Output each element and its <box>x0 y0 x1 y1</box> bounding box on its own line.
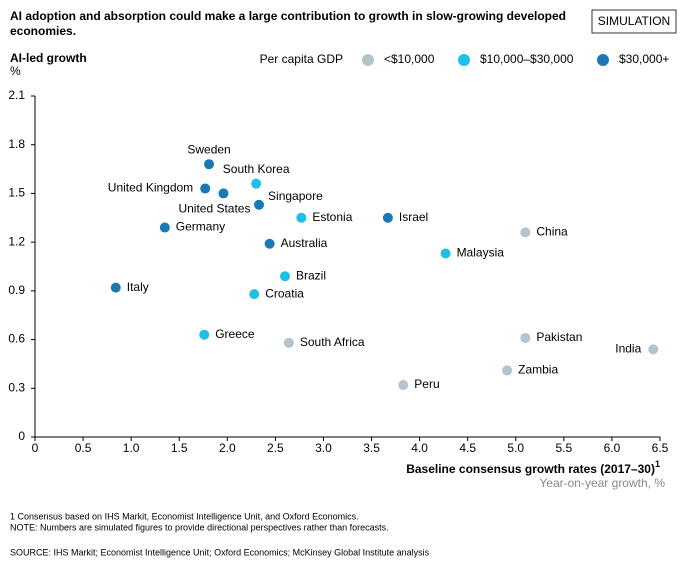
y-tick-label: 1.2 <box>8 234 25 248</box>
x-tick-label: 3.0 <box>315 441 332 455</box>
x-tick-label: 2.0 <box>219 441 236 455</box>
x-tick-label: 3.5 <box>363 441 380 455</box>
point <box>200 183 211 194</box>
point <box>520 332 531 343</box>
y-tick-label: 0.6 <box>8 332 25 346</box>
point-label: Israel <box>399 210 428 224</box>
point-label: Zambia <box>518 363 558 377</box>
point <box>204 159 215 170</box>
x-tick-label: 6.0 <box>604 441 621 455</box>
legend-marker <box>362 54 374 66</box>
point <box>254 199 265 210</box>
x-tick-label: 1.5 <box>171 441 188 455</box>
point <box>159 222 170 233</box>
x-tick-label: 5.5 <box>556 441 573 455</box>
x-tick-label: 6.5 <box>652 441 669 455</box>
point-label: Croatia <box>265 286 304 300</box>
y-tick-label: 2.1 <box>8 88 25 102</box>
y-tick-label: 0.9 <box>8 283 25 297</box>
x-tick-label: 2.5 <box>267 441 284 455</box>
point <box>398 380 409 391</box>
point-label: United Kingdom <box>108 181 193 195</box>
point <box>249 289 260 300</box>
y-tick-label: 1.5 <box>8 186 25 200</box>
x-tick-label: 0 <box>32 441 39 455</box>
point <box>110 282 121 293</box>
point-label: India <box>615 341 641 355</box>
note: NOTE: Numbers are simulated figures to p… <box>10 522 389 532</box>
x-tick-label: 0.5 <box>75 441 92 455</box>
y-tick-label: 1.8 <box>8 137 25 151</box>
point-label: Peru <box>414 377 439 391</box>
chart-title-line2: economies. <box>10 24 76 38</box>
point <box>648 344 659 355</box>
point-label: Germany <box>176 220 225 234</box>
point-label: Australia <box>281 236 328 250</box>
point-label: Estonia <box>312 210 352 224</box>
point-label: Greece <box>215 327 255 341</box>
point-label: Italy <box>127 280 149 294</box>
point <box>296 212 307 223</box>
x-tick-label: 1.0 <box>123 441 140 455</box>
point-label: United States <box>178 202 250 216</box>
point-label: Singapore <box>268 189 323 203</box>
badge: SIMULATION <box>598 14 670 28</box>
legend-marker <box>458 54 470 66</box>
point <box>382 212 393 223</box>
point <box>502 365 513 376</box>
legend-label: <$10,000 <box>384 52 435 66</box>
point <box>440 248 451 259</box>
x-sublabel: Year-on-year growth, % <box>539 476 665 490</box>
point <box>520 227 531 238</box>
x-label-note: 1 <box>655 459 660 469</box>
point <box>264 238 275 249</box>
x-label-text: Baseline consensus growth rates (2017–30… <box>406 462 655 476</box>
y-tick-label: 0 <box>18 429 25 443</box>
y-label: AI-led growth <box>10 51 87 65</box>
badge-box <box>591 9 677 34</box>
point-label: Brazil <box>296 268 326 282</box>
chart-title-line1: AI adoption and absorption could make a … <box>10 9 566 23</box>
point-label: China <box>536 225 568 239</box>
y-tick-label: 0.3 <box>8 380 25 394</box>
point-label: Malaysia <box>457 246 505 260</box>
point-label: Pakistan <box>536 330 582 344</box>
y-unit: % <box>10 64 21 78</box>
x-tick-label: 4.0 <box>411 441 428 455</box>
point <box>251 178 262 189</box>
source: SOURCE: IHS Markit; Economist Intelligen… <box>10 547 430 557</box>
legend-title: Per capita GDP <box>260 52 343 66</box>
point-label: South Africa <box>300 335 365 349</box>
title-part: economies. <box>10 24 76 38</box>
x-tick-label: 4.5 <box>459 441 476 455</box>
point-label: South Korea <box>223 162 290 176</box>
title-part: AI adoption and absorption could make a … <box>10 9 566 23</box>
point <box>199 329 210 340</box>
legend-label: $10,000–$30,000 <box>480 52 574 66</box>
point <box>218 188 229 199</box>
legend-label: $30,000+ <box>619 52 669 66</box>
note: 1 Consensus based on IHS Markit, Economi… <box>10 511 359 521</box>
point <box>280 271 290 282</box>
point <box>283 337 294 348</box>
legend-marker <box>597 54 609 66</box>
x-label: Baseline consensus growth rates (2017–30… <box>406 459 660 476</box>
x-tick-label: 5.0 <box>507 441 524 455</box>
point-label: Sweden <box>187 142 230 156</box>
